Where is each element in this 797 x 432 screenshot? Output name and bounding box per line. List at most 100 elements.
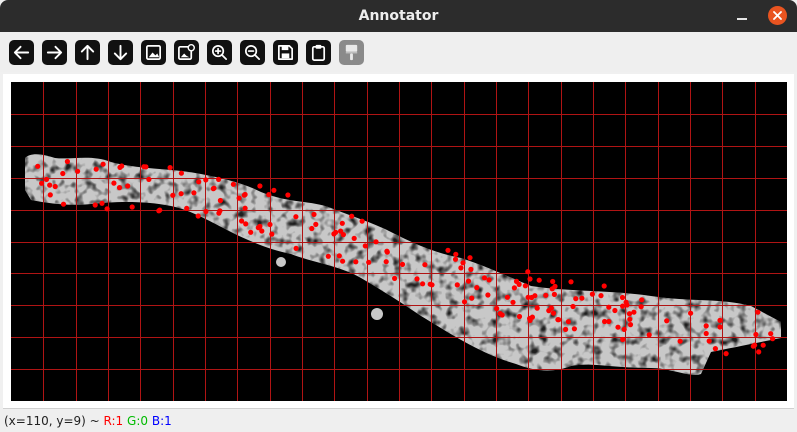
band-blob bbox=[276, 257, 286, 267]
previous-button[interactable] bbox=[9, 40, 34, 65]
annotation-point bbox=[445, 247, 451, 253]
annotation-point bbox=[664, 318, 670, 324]
zoom-out-button[interactable] bbox=[240, 40, 265, 65]
annotation-canvas[interactable] bbox=[11, 82, 787, 401]
annotation-point bbox=[486, 277, 492, 283]
save-icon bbox=[277, 44, 294, 61]
annotation-point bbox=[184, 205, 190, 211]
close-icon bbox=[773, 11, 782, 20]
annotation-point bbox=[313, 221, 319, 227]
annotation-point bbox=[35, 163, 41, 169]
zoom-in-button[interactable] bbox=[207, 40, 232, 65]
annotation-point bbox=[612, 307, 618, 314]
annotation-point bbox=[688, 310, 694, 316]
annotation-point bbox=[760, 342, 766, 348]
annotation-point bbox=[551, 291, 558, 297]
annotation-point bbox=[532, 293, 538, 299]
paint-button[interactable] bbox=[339, 40, 364, 65]
annotation-point bbox=[598, 293, 604, 299]
annotation-point bbox=[579, 295, 585, 301]
canvas-panel bbox=[3, 74, 794, 409]
open-image-button[interactable] bbox=[141, 40, 166, 65]
move-down-button[interactable] bbox=[108, 40, 133, 65]
annotation-point bbox=[458, 265, 464, 271]
image-edit-icon bbox=[178, 43, 196, 61]
zoom-in-icon bbox=[211, 44, 228, 61]
annotation-point bbox=[620, 303, 626, 309]
annotation-point bbox=[510, 299, 516, 305]
band-blob bbox=[371, 308, 383, 320]
annotation-point bbox=[340, 258, 346, 264]
annotation-point bbox=[627, 316, 633, 322]
annotation-point bbox=[111, 180, 117, 186]
annotation-point bbox=[414, 276, 420, 282]
close-button[interactable] bbox=[768, 6, 787, 25]
annotation-point bbox=[339, 220, 345, 226]
annotation-point bbox=[242, 205, 248, 211]
annotation-point bbox=[99, 200, 105, 206]
annotation-point bbox=[373, 239, 379, 245]
edit-image-button[interactable] bbox=[174, 40, 199, 65]
clipboard-button[interactable] bbox=[306, 40, 331, 65]
annotation-point bbox=[340, 232, 346, 238]
annotation-point bbox=[527, 317, 533, 323]
minimize-button[interactable] bbox=[734, 8, 750, 24]
arrow-down-icon bbox=[113, 44, 128, 61]
annotation-point bbox=[170, 192, 176, 198]
annotation-point bbox=[293, 214, 299, 220]
annotation-point bbox=[620, 336, 626, 343]
annotation-point bbox=[453, 251, 459, 257]
annotation-point bbox=[117, 164, 123, 170]
annotation-point bbox=[454, 282, 460, 288]
annotation-point bbox=[64, 158, 70, 165]
annotation-point bbox=[156, 208, 162, 214]
annotation-point bbox=[336, 253, 342, 259]
annotation-point bbox=[216, 176, 222, 182]
annotation-point bbox=[266, 192, 272, 198]
annotation-point bbox=[129, 204, 135, 210]
status-bar: (x=110, y=9) ~ R:1 G:0 B:1 bbox=[0, 410, 797, 432]
annotation-point bbox=[606, 304, 612, 310]
annotation-point bbox=[619, 294, 626, 301]
annotation-point bbox=[568, 279, 574, 285]
move-up-button[interactable] bbox=[75, 40, 100, 65]
annotation-point bbox=[677, 338, 683, 344]
annotation-point bbox=[494, 305, 500, 312]
annotation-point bbox=[178, 191, 184, 197]
annotation-point bbox=[573, 296, 579, 302]
annotation-point bbox=[638, 304, 644, 310]
annotation-point bbox=[522, 283, 528, 289]
annotation-point bbox=[639, 297, 645, 303]
annotation-point bbox=[627, 322, 634, 328]
annotation-point bbox=[543, 292, 549, 298]
annotation-point bbox=[631, 309, 637, 315]
annotation-point bbox=[351, 235, 357, 241]
annotation-point bbox=[615, 324, 621, 330]
annotation-point bbox=[548, 305, 555, 311]
annotation-point bbox=[271, 187, 277, 193]
annotation-point bbox=[768, 331, 774, 337]
annotation-point bbox=[230, 181, 236, 187]
annotation-point bbox=[570, 303, 576, 310]
annotation-point bbox=[485, 292, 491, 298]
annotation-point bbox=[47, 192, 53, 198]
annotation-point bbox=[481, 275, 488, 281]
annotation-point bbox=[325, 253, 331, 259]
annotation-point bbox=[525, 269, 531, 275]
annotation-point bbox=[141, 164, 147, 170]
annotation-point bbox=[703, 323, 709, 329]
annotation-point bbox=[536, 277, 542, 283]
arrow-up-icon bbox=[80, 44, 95, 61]
annotation-point bbox=[717, 317, 723, 323]
annotation-point bbox=[39, 180, 45, 186]
annotation-point bbox=[92, 202, 98, 208]
paint-brush-icon bbox=[345, 44, 358, 61]
annotation-point bbox=[267, 221, 273, 228]
next-button[interactable] bbox=[42, 40, 67, 65]
annotation-point bbox=[338, 228, 344, 234]
window-title: Annotator bbox=[358, 8, 439, 24]
minimize-icon bbox=[737, 18, 747, 20]
annotation-point bbox=[606, 318, 612, 325]
annotation-point bbox=[452, 256, 459, 262]
save-button[interactable] bbox=[273, 40, 298, 65]
